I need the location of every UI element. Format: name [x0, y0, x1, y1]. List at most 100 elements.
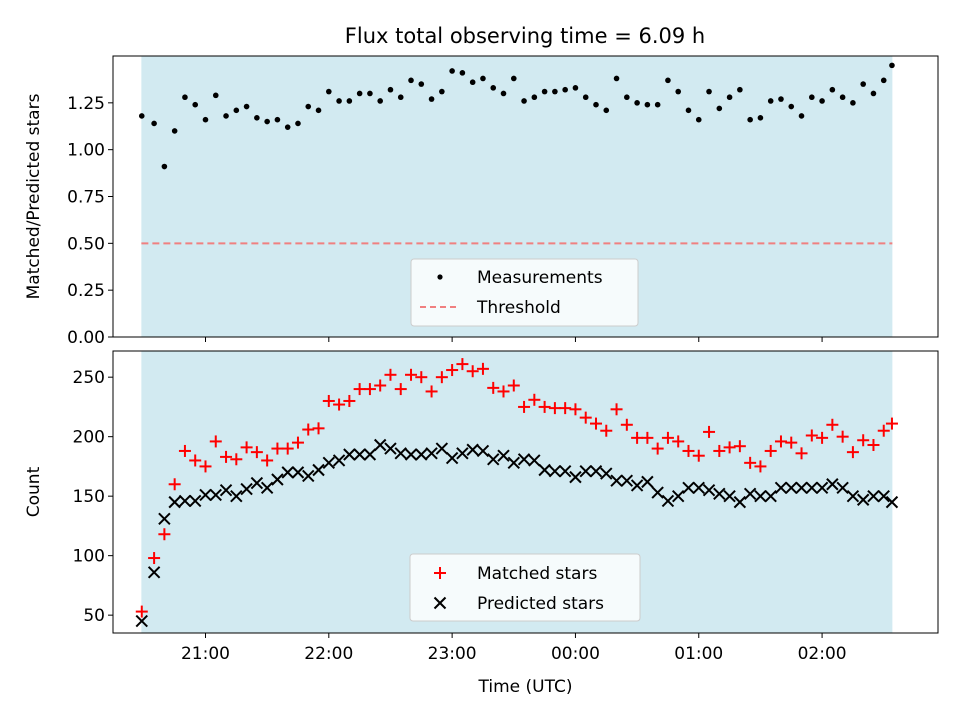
matched-point	[826, 418, 839, 431]
predicted-point	[877, 489, 890, 503]
measurement-point	[839, 94, 846, 101]
matched-point	[384, 368, 397, 381]
predicted-point	[415, 448, 428, 461]
legend-matched-label: Matched stars	[477, 564, 597, 584]
measurement-point	[654, 101, 661, 108]
matched-point	[189, 454, 202, 467]
predicted-point	[487, 453, 500, 466]
y-tick-label: 150	[73, 487, 105, 507]
predicted-point	[569, 470, 582, 484]
time-x-axis: 21:00 22:00 23:00 00:00 01:00 02:00	[181, 633, 847, 664]
ratio-legend: Measurements Threshold	[410, 258, 639, 327]
measurement-point	[726, 94, 733, 101]
matched-point	[476, 362, 489, 375]
measurement-point	[243, 103, 250, 110]
predicted-point	[199, 488, 212, 502]
predicted-point	[178, 494, 192, 508]
x-tick-label: 00:00	[551, 644, 600, 664]
measurement-point	[870, 90, 877, 97]
measurement-point	[459, 70, 466, 76]
measurement-point	[367, 90, 373, 97]
measurement-point	[552, 88, 558, 95]
matched-point	[733, 440, 746, 453]
x-tick-label: 22:00	[304, 644, 353, 664]
y-tick-label: 1.25	[67, 94, 105, 114]
matched-point	[446, 364, 459, 377]
matched-point	[343, 394, 356, 407]
ratio-y-axis-label: Matched/Predicted stars	[24, 93, 44, 299]
predicted-point	[733, 495, 747, 509]
matched-point	[631, 431, 644, 444]
y-tick-label: 0.00	[67, 328, 105, 348]
matched-point	[764, 444, 777, 457]
y-tick-label: 250	[73, 368, 105, 388]
legend-measurements-marker	[437, 274, 443, 280]
matched-point	[692, 449, 705, 462]
measurement-point	[798, 113, 805, 119]
matched-point	[425, 385, 438, 398]
predicted-point	[373, 438, 387, 452]
measurement-point	[387, 86, 394, 93]
predicted-point	[445, 451, 459, 465]
matched-point	[240, 441, 253, 454]
legend-measurements-label: Measurements	[477, 268, 603, 288]
predicted-point	[476, 444, 490, 458]
measurement-point	[675, 88, 682, 95]
measurement-point	[695, 116, 702, 123]
y-tick-label: 200	[73, 428, 105, 448]
predicted-point	[754, 489, 767, 503]
predicted-point	[517, 453, 531, 466]
measurement-point	[449, 68, 455, 74]
measurement-point	[377, 98, 383, 104]
predicted-point	[271, 473, 284, 486]
matched-point	[610, 403, 623, 416]
predicted-point	[219, 484, 233, 497]
matched-point	[559, 402, 572, 415]
matched-markers	[135, 358, 898, 618]
matched-point	[333, 398, 346, 411]
measurement-point	[202, 116, 209, 123]
measurement-point	[326, 88, 332, 95]
measurement-point	[634, 100, 640, 106]
measurement-point	[346, 98, 353, 104]
predicted-point	[600, 467, 613, 480]
measurement-point	[788, 103, 795, 110]
predicted-markers	[135, 438, 899, 628]
ratio-x-ticks	[204, 337, 823, 342]
matched-point	[836, 430, 849, 443]
predicted-point	[856, 493, 870, 506]
matched-point	[867, 439, 880, 451]
measurement-point	[757, 115, 764, 121]
predicted-point	[713, 487, 726, 500]
measurement-point	[254, 115, 260, 121]
predicted-point	[240, 482, 253, 496]
measurement-point	[521, 98, 527, 104]
predicted-point	[651, 486, 664, 499]
measurement-point	[295, 120, 301, 127]
predicted-point	[805, 481, 819, 495]
matched-point	[885, 417, 898, 430]
predicted-point	[579, 464, 592, 478]
ratio-panel: 0.00 0.25 0.50 0.75 1.00 1.25 Matched/Predict…	[24, 55, 939, 348]
predicted-point	[353, 448, 366, 461]
matched-point	[209, 435, 222, 448]
measurement-point	[418, 81, 425, 87]
matched-point	[497, 385, 510, 398]
measurement-point	[860, 81, 866, 87]
measurement-point	[889, 62, 895, 69]
measurement-point	[809, 94, 815, 101]
predicted-point	[743, 487, 757, 500]
matched-point	[168, 478, 181, 491]
x-tick-label: 21:00	[181, 644, 230, 664]
predicted-point	[260, 481, 274, 495]
matched-point	[220, 450, 233, 463]
predicted-point	[558, 464, 572, 478]
measurement-point	[397, 94, 404, 101]
measurement-point	[212, 92, 219, 99]
predicted-point	[641, 475, 654, 489]
matched-point	[291, 436, 304, 449]
measurement-point	[274, 116, 281, 123]
measurement-point	[767, 98, 774, 104]
matched-point	[405, 368, 418, 381]
